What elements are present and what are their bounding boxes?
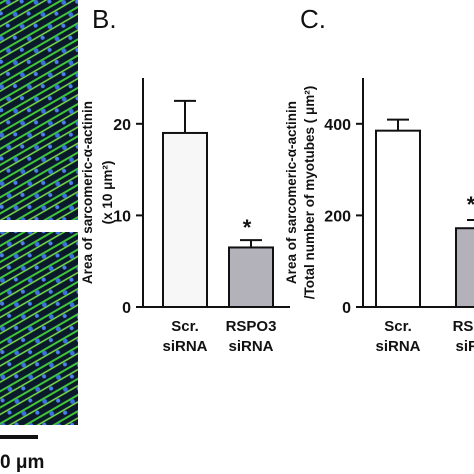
panel-title: B.	[92, 4, 117, 34]
x-tick-label: Scr.	[384, 318, 412, 335]
bar	[455, 227, 474, 308]
y-tick-label: 0	[342, 300, 351, 317]
scale-bar	[0, 435, 38, 439]
x-tick-label: siRNA	[455, 338, 474, 355]
y-tick-label: 20	[113, 117, 131, 134]
y-tick-label: 0	[122, 300, 131, 317]
y-tick-label: 10	[113, 208, 131, 225]
y-tick-label: 400	[324, 117, 351, 134]
significance-mark: *	[243, 215, 252, 240]
x-tick-label: Scr.	[171, 318, 199, 335]
micrograph-top	[0, 0, 78, 220]
x-tick-label: siRNA	[162, 338, 207, 355]
bar	[162, 131, 208, 308]
micrograph-bottom	[0, 232, 78, 425]
x-tick-label: siRNA	[228, 338, 273, 355]
y-axis-label: Area of sarcomeric-α-actinin	[80, 101, 95, 284]
x-tick-label: RSPO3	[453, 318, 474, 335]
x-tick-label: siRNA	[375, 338, 420, 355]
significance-mark: *	[467, 192, 474, 217]
y-tick-label: 200	[324, 208, 351, 225]
y-axis-label: /Total number of myotubes ( μm²)	[302, 86, 317, 300]
panel-title: C.	[300, 4, 326, 34]
y-axis-label: Area of sarcomeric-α-actinin	[284, 101, 299, 284]
x-tick-label: RSPO3	[226, 318, 277, 335]
scale-label: 0 μm	[0, 452, 44, 473]
bar	[375, 129, 421, 308]
y-axis-label: (x 10 μm²)	[100, 161, 115, 225]
bar	[228, 246, 274, 309]
